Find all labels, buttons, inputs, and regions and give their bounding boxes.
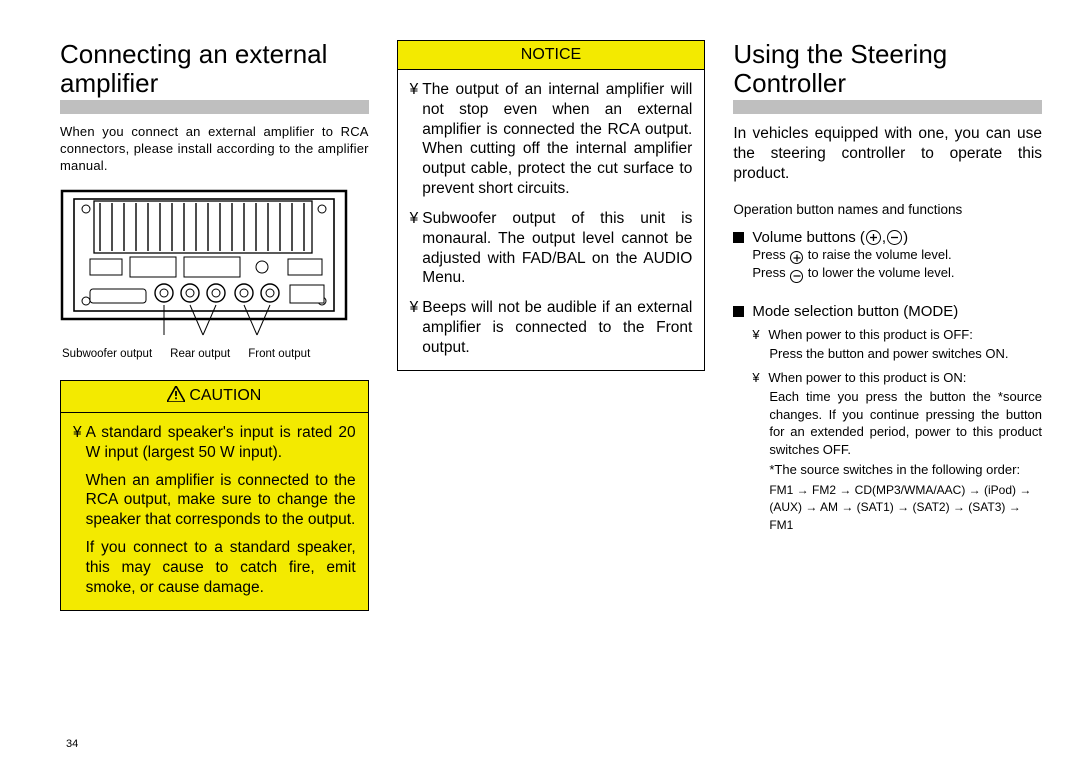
rear-panel-diagram: Subwoofer output Rear output Front outpu… <box>60 189 369 360</box>
vol-title-pre: Volume buttons ( <box>752 229 865 246</box>
caution-p3: If you connect to a standard speaker, th… <box>86 538 356 597</box>
mode-y1: When power to this product is OFF: <box>768 326 1042 344</box>
vol-title-mid: , <box>882 229 886 246</box>
notice-header: NOTICE <box>398 41 705 70</box>
caution-p2: When an amplifier is con­nected to the R… <box>86 471 356 530</box>
caution-box: CAUTION ¥ A standard speaker's input is … <box>60 380 369 611</box>
label-front: Front output <box>248 348 310 360</box>
mode-sub2: ¥ When power to this product is ON: <box>752 369 1042 387</box>
item-volume: Volume buttons ( , ) Press to raise the … <box>733 229 1042 283</box>
op-subhead: Operation button names and functions <box>733 202 1042 217</box>
mode-y2-body: Each time you press the button the *sour… <box>769 388 1042 458</box>
vol-sub-b-post: to lower the volume level. <box>804 265 954 280</box>
heading-steering: Using the Steering Controller <box>733 40 1042 114</box>
mode-y1-body: Press the button and power switch­es ON. <box>769 345 1042 363</box>
heading-connect-amplifier: Connecting an exter­nal amplifier <box>60 40 369 114</box>
minus-icon <box>790 270 803 283</box>
source-chain: FM1 → FM2 → CD(MP3/WMA/AAC) → (iPod) → (… <box>769 482 1042 534</box>
manual-page: Connecting an exter­nal amplifier When y… <box>0 0 1080 760</box>
caution-header: CAUTION <box>61 381 368 413</box>
diagram-svg <box>60 189 348 339</box>
yen-bullet: ¥ <box>752 369 768 387</box>
square-bullet-icon <box>733 232 744 243</box>
mode-sub: ¥ When power to this product is OFF: <box>752 326 1042 344</box>
yen-bullet: ¥ <box>410 209 419 288</box>
item-mode: Mode selection button (MODE) ¥ When powe… <box>733 303 1042 535</box>
column-3: Using the Steering Controller In vehicle… <box>733 40 1042 750</box>
yen-bullet: ¥ <box>410 80 419 199</box>
page-number: 34 <box>66 730 369 750</box>
warning-icon <box>167 386 185 407</box>
mode-y2: When power to this product is ON: <box>768 369 1042 387</box>
yen-bullet: ¥ <box>410 298 419 357</box>
steering-intro: In vehicles equipped with one, you can u… <box>733 124 1042 183</box>
plus-icon <box>790 251 803 264</box>
caution-p1: A standard speaker's input is rated 20 W… <box>86 423 356 463</box>
caution-title: CAUTION <box>189 387 261 404</box>
minus-icon <box>887 230 902 245</box>
column-1: Connecting an exter­nal amplifier When y… <box>60 40 369 750</box>
notice-box: NOTICE ¥ The output of an internal ampli… <box>397 40 706 371</box>
notice-b1: The output of an internal amplifier will… <box>422 80 692 199</box>
yen-bullet: ¥ <box>73 423 82 598</box>
mode-title: Mode selection button (MODE) <box>752 303 958 320</box>
yen-bullet: ¥ <box>752 326 768 344</box>
vol-sub-b: Press <box>752 265 789 280</box>
mode-src-note: *The source switches in the follow­ing o… <box>769 461 1042 479</box>
vol-sub: Press to raise the volume level. Press t… <box>752 246 1042 283</box>
notice-body: ¥ The output of an internal amplifier wi… <box>398 70 705 370</box>
plus-icon <box>866 230 881 245</box>
intro-text: When you connect an external amplifier t… <box>60 124 369 175</box>
vol-sub-a-post: to raise the volume level. <box>804 247 951 262</box>
caution-body: ¥ A standard speaker's input is rated 20… <box>61 413 368 610</box>
label-subwoofer: Subwoofer output <box>62 348 152 360</box>
diagram-labels-row: Subwoofer output Rear output Front outpu… <box>60 348 369 360</box>
vol-sub-a: Press <box>752 247 789 262</box>
vol-title-post: ) <box>903 229 908 246</box>
notice-b3: Beeps will not be audible if an external… <box>422 298 692 357</box>
square-bullet-icon <box>733 306 744 317</box>
label-rear: Rear output <box>170 348 230 360</box>
notice-b2: Subwoofer output of this unit is monaura… <box>422 209 692 288</box>
column-2: NOTICE ¥ The output of an internal ampli… <box>397 40 706 750</box>
